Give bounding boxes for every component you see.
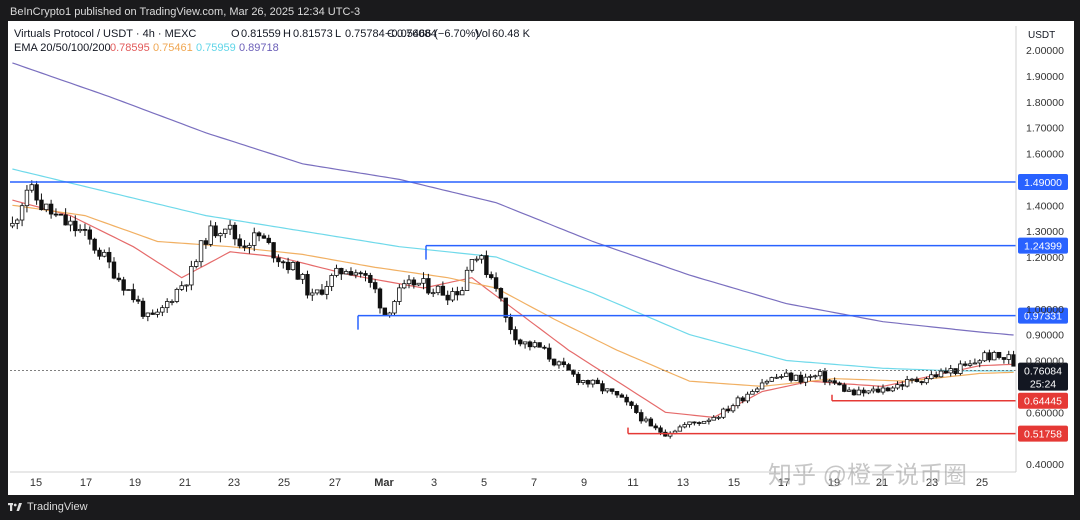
published-caption: BeInCrypto1 published on TradingView.com… xyxy=(10,6,361,18)
chart-panel[interactable] xyxy=(8,21,1074,495)
footer: TradingView xyxy=(8,498,88,516)
tradingview-brand: TradingView xyxy=(27,501,88,513)
tradingview-logo-icon xyxy=(8,503,22,511)
